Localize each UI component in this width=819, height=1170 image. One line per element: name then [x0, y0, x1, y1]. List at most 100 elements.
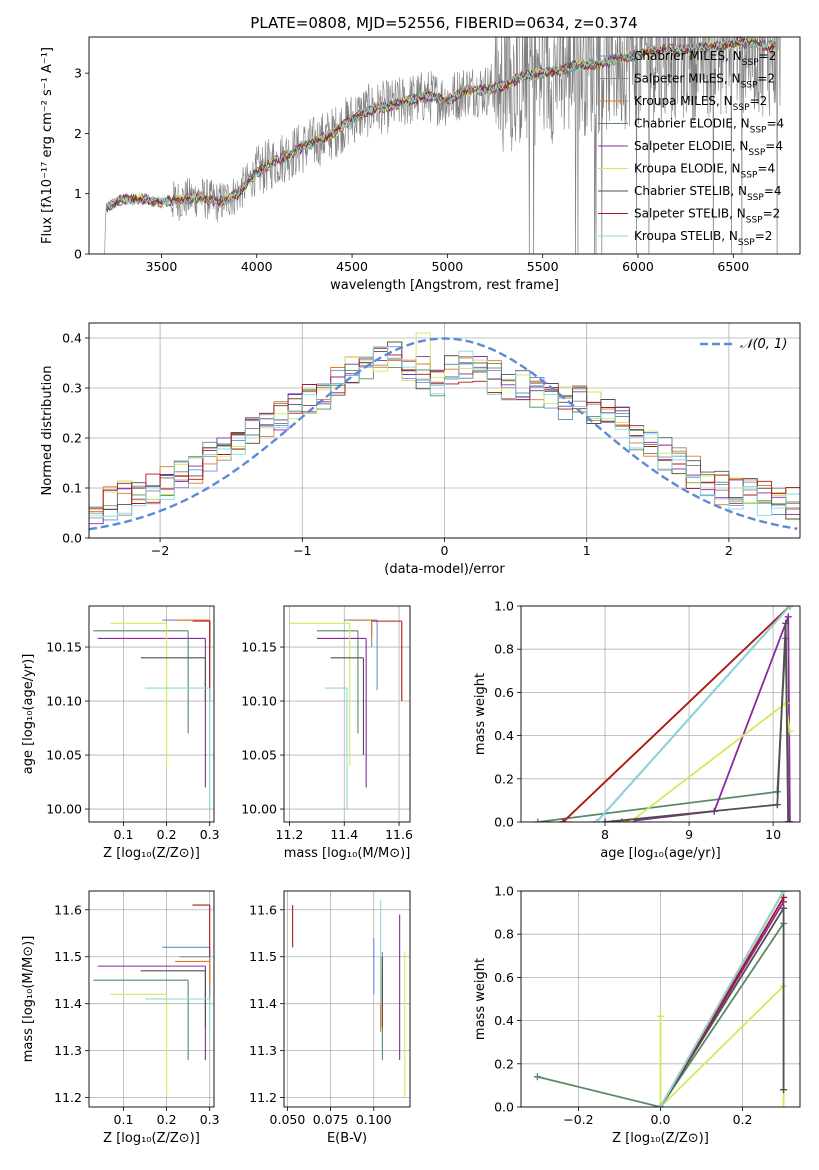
model-spectrum-salp_elodie: [105, 38, 776, 210]
y-tick-label: 0.0: [494, 815, 514, 830]
y-tick-label: 0.4: [494, 728, 514, 743]
x-tick-label: 0.075: [313, 1112, 349, 1127]
figure-title: PLATE=0808, MJD=52556, FIBERID=0634, z=0…: [250, 14, 637, 32]
series-line-chab_elodie: [537, 922, 785, 1107]
plot-area: [289, 619, 403, 810]
y-tick-label: 3: [74, 66, 82, 81]
legend-entry: Chabrier MILES, NSSP=2: [634, 49, 776, 68]
y-tick-label: 11.4: [54, 996, 82, 1011]
y-tick-label: 1.0: [494, 884, 514, 899]
legend-entry: Kroupa STELIB, NSSP=2: [634, 229, 772, 248]
series-marker-krou_stelib: [786, 606, 794, 610]
histogram-chab_elodie: [89, 347, 800, 521]
y-tick-label: 0: [74, 247, 82, 262]
x-tick-label: 1: [583, 543, 591, 558]
normal-curve: [89, 337, 798, 531]
y-tick-label: 0.4: [494, 1013, 514, 1028]
axes-frame: [88, 890, 215, 1108]
x-tick-label: 4000: [241, 259, 273, 274]
x-axis-label: age [log₁₀(age/yr)]: [600, 846, 721, 861]
y-tick-label: 11.5: [54, 949, 82, 964]
y-axis-label: age [log₁₀(age/yr)]: [21, 654, 36, 775]
series-line-salp_elodie: [621, 616, 791, 822]
series-line-chab_stelib: [604, 623, 790, 822]
plot-area: [292, 900, 406, 1098]
mass-weight-vs-Z-chart: −0.2 0.0 0.2 0.0 0.2 0.4 0.6 0.8 1.0 Z [log₁₀(Z/Z…: [473, 884, 801, 1146]
y-tick-label: 0.6: [494, 970, 514, 985]
age-vs-Z-chart: 0.1 0.2 0.3 10.00 10.05 10.10 10.15 Z [log₁₀(Z/…: [21, 605, 220, 861]
x-tick-label: 11.4: [330, 827, 358, 842]
y-tick-label: 10.00: [241, 802, 277, 817]
y-tick-label: 10.10: [46, 694, 82, 709]
x-tick-label: 0.1: [114, 827, 134, 842]
mass-weight-vs-age-chart: 8 9 10 0.0 0.2 0.4 0.6 0.8 1.0 age [log₁₀(age/yr)…: [473, 599, 801, 861]
x-axis-label: Z [log₁₀(Z/Z⊙)]: [103, 846, 200, 861]
legend-entry: Chabrier ELODIE, NSSP=4: [634, 117, 784, 136]
y-axis-label: mass weight: [473, 958, 488, 1040]
histogram-krou_stelib: [89, 346, 800, 519]
axes-frame: [283, 890, 411, 1108]
plot-area: [534, 606, 794, 822]
plot-area: [93, 904, 211, 1098]
series-marker-chab_elodie: [534, 818, 542, 822]
legend-entry: Salpeter MILES, NSSP=2: [634, 72, 775, 91]
model-spectrum-krou_stelib: [105, 37, 776, 209]
y-tick-label: 2: [74, 126, 82, 141]
x-tick-label: 11.6: [385, 827, 413, 842]
y-tick-label: 11.6: [249, 902, 277, 917]
spectrum-legend: Chabrier MILES, NSSP=2 Salpeter MILES, NS…: [598, 49, 784, 248]
series-marker-salp_stelib: [559, 818, 567, 822]
y-tick-label: 10.10: [241, 694, 277, 709]
y-tick-label: 0.3: [62, 381, 82, 396]
y-tick-label: 0.8: [494, 642, 514, 657]
axes-frame: [520, 605, 801, 823]
series-marker-krou_elodie: [657, 1012, 664, 1020]
legend-entry: 𝒩(0, 1): [740, 337, 787, 352]
series-marker-chab_stelib: [780, 904, 788, 912]
mass-vs-EBV-chart: 0.050 0.075 0.100 11.2 11.3 11.4 11.5 11.6 E(B-V…: [249, 890, 411, 1146]
series-marker-krou_elodie: [780, 1103, 788, 1107]
y-tick-label: 10.05: [241, 748, 277, 763]
x-tick-label: 6500: [717, 259, 749, 274]
residuals-chart: −2 −1 0 1 2 0.0 0.1 0.2 0.3 0.4 (data-model)/error…: [40, 322, 801, 577]
x-axis-label: (data-model)/error: [384, 562, 505, 577]
spectrum-chart: 3500 4000 4500 5000 5500 6000 6500 0 1 2 3 waveleng…: [40, 36, 801, 293]
axes-frame: [283, 605, 411, 823]
x-axis-label: wavelength [Angstrom, rest frame]: [330, 278, 559, 293]
x-tick-label: 0: [441, 543, 449, 558]
observed-spectrum-line: [104, 37, 781, 254]
x-axis-label: mass [log₁₀(M/M⊙)]: [284, 846, 411, 861]
y-tick-label: 0.2: [494, 771, 514, 786]
y-tick-label: 0.8: [494, 927, 514, 942]
y-tick-label: 11.3: [54, 1043, 82, 1058]
histogram-krou_elodie: [89, 332, 800, 521]
legend-entry: Salpeter ELODIE, NSSP=4: [634, 139, 783, 158]
x-tick-label: 11.2: [276, 827, 304, 842]
x-tick-label: 8: [601, 827, 609, 842]
x-tick-label: 4500: [336, 259, 368, 274]
x-axis-label: Z [log₁₀(Z/Z⊙)]: [612, 1131, 709, 1146]
y-tick-label: 11.6: [54, 902, 82, 917]
x-tick-label: 0.3: [200, 1112, 220, 1127]
x-tick-label: 6000: [622, 259, 654, 274]
y-axis-label: Normed distribution: [40, 366, 55, 496]
series-marker-salp_elodie: [784, 613, 792, 621]
series-line-salp_stelib: [562, 606, 791, 822]
y-axis-label: mass [log₁₀(M/M⊙)]: [21, 936, 36, 1063]
series-marker-chab_stelib: [601, 818, 609, 822]
x-tick-label: 10: [765, 827, 781, 842]
y-tick-label: 1.0: [494, 599, 514, 614]
x-tick-label: 0.1: [114, 1112, 134, 1127]
x-tick-label: 3500: [146, 259, 178, 274]
x-axis-label: E(B-V): [327, 1131, 367, 1146]
series-marker-chab_stelib: [780, 1086, 788, 1094]
plot-area: [93, 619, 211, 810]
x-tick-label: 0.0: [651, 1112, 671, 1127]
series-marker-salp_stelib: [780, 893, 788, 901]
y-tick-label: 0.1: [62, 481, 82, 496]
y-tick-label: 0.0: [494, 1100, 514, 1115]
x-tick-label: 0.2: [157, 1112, 177, 1127]
y-tick-label: 10.15: [46, 640, 82, 655]
y-tick-label: 0.2: [62, 431, 82, 446]
y-tick-label: 0.6: [494, 685, 514, 700]
